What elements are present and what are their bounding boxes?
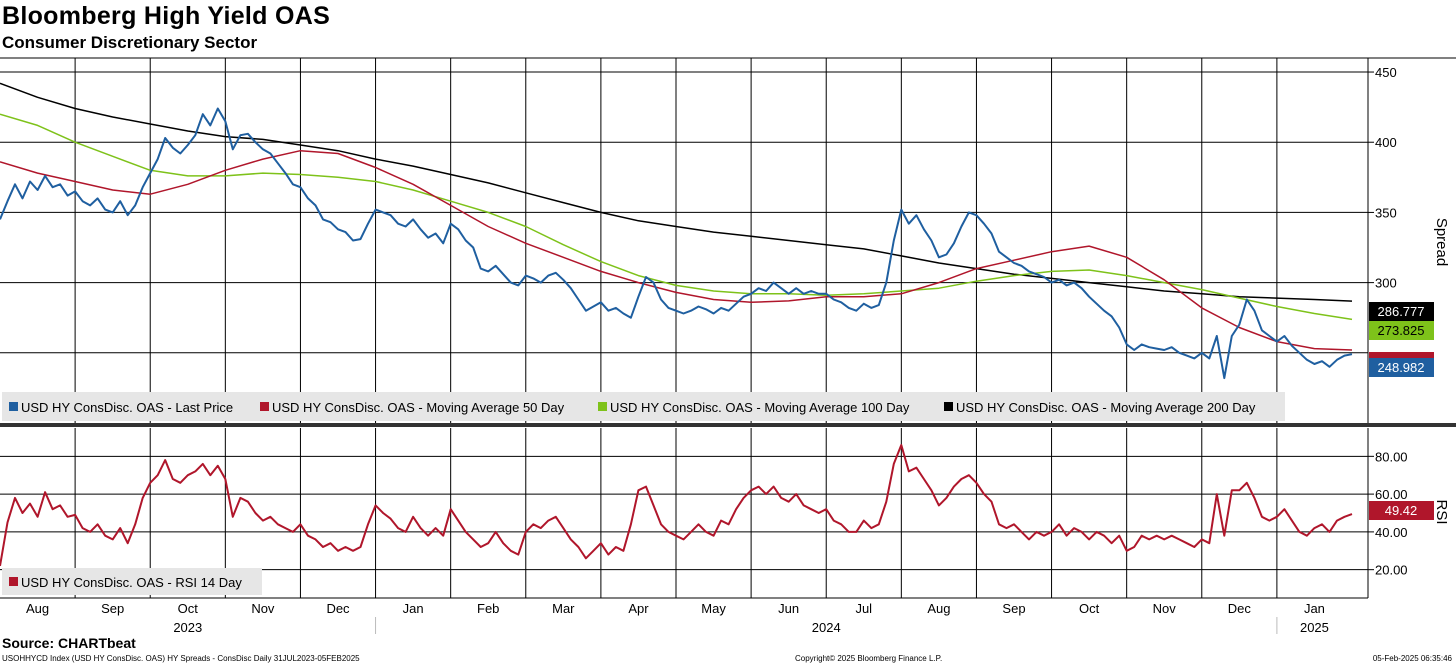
x-tick-label: Feb <box>477 601 499 616</box>
tag-ma100-value: 273.825 <box>1378 323 1425 338</box>
footer-timestamp: 05-Feb-2025 06:35:46 <box>1372 654 1452 663</box>
x-tick-label: Nov <box>1153 601 1177 616</box>
x-tick-label: Jul <box>855 601 872 616</box>
legend-swatch-ma50 <box>260 402 269 411</box>
series-line-ma200 <box>0 82 1353 302</box>
x-tick-label: Dec <box>326 601 350 616</box>
upper-y-axis: 300 350 400 450 <box>1368 65 1397 291</box>
x-tick-label: Oct <box>178 601 199 616</box>
legend-label-ma200: USD HY ConsDisc. OAS - Moving Average 20… <box>956 400 1256 415</box>
series-line-ma50 <box>0 149 1353 351</box>
x-year-label: 2024 <box>812 620 841 635</box>
legend-swatch-rsi <box>9 577 18 586</box>
tag-ma100-bg <box>1369 321 1434 340</box>
upper-y-tick-label: 400 <box>1375 135 1397 150</box>
x-tick-label: Sep <box>101 601 124 616</box>
x-tick-label: Dec <box>1228 601 1252 616</box>
x-tick-label: Sep <box>1002 601 1025 616</box>
lower-y-tick-label: 20.00 <box>1375 563 1408 578</box>
x-tick-label: Jun <box>778 601 799 616</box>
lower-y-tick-label: 60.00 <box>1375 487 1408 502</box>
chart-title: Bloomberg High Yield OAS <box>2 2 331 30</box>
series-line-ma100 <box>0 113 1353 321</box>
tag-rsi-bg <box>1369 501 1434 520</box>
x-tick-label: Jan <box>1304 601 1325 616</box>
x-tick-label: Nov <box>251 601 275 616</box>
upper-y-axis-label: Spread <box>1433 218 1450 266</box>
upper-y-tick-label: 350 <box>1375 205 1397 220</box>
legend-label-ma100: USD HY ConsDisc. OAS - Moving Average 10… <box>610 400 910 415</box>
x-tick-label: Apr <box>628 601 649 616</box>
x-axis: Aug Sep Oct Nov Dec Jan Feb Mar Apr May Jun Jul Aug S… <box>26 601 1329 635</box>
upper-legend: USD HY ConsDisc. OAS - Last Price USD HY… <box>2 392 1285 421</box>
tag-ma200-bg <box>1369 302 1434 321</box>
chart-subtitle: Consumer Discretionary Sector <box>2 33 258 52</box>
tag-rsi-value: 49.42 <box>1385 503 1418 518</box>
legend-swatch-ma100 <box>598 402 607 411</box>
x-year-label: 2025 <box>1300 620 1329 635</box>
tag-last-bg <box>1369 358 1434 377</box>
footer-copyright: Copyright© 2025 Bloomberg Finance L.P. <box>795 654 943 663</box>
x-tick-label: May <box>701 601 726 616</box>
x-tick-label: Mar <box>552 601 575 616</box>
series-line-rsi <box>0 444 1353 567</box>
legend-label-ma50: USD HY ConsDisc. OAS - Moving Average 50… <box>272 400 565 415</box>
legend-swatch-last-price <box>9 402 18 411</box>
tag-ma50-bg <box>1369 352 1434 362</box>
lower-y-axis: 20.00 40.00 60.00 80.00 <box>1368 449 1408 578</box>
x-year-label: 2023 <box>173 620 202 635</box>
lower-y-tick-label: 40.00 <box>1375 525 1408 540</box>
lower-y-tick-label: 80.00 <box>1375 449 1408 464</box>
last-value-tags: 286.777 273.825 248.982 49.42 <box>1369 302 1434 520</box>
upper-y-tick-label: 450 <box>1375 65 1397 80</box>
x-tick-label: Oct <box>1079 601 1100 616</box>
x-tick-label: Jan <box>403 601 424 616</box>
footer-ticker-info: USOHHYCD Index (USD HY ConsDisc. OAS) HY… <box>2 654 360 663</box>
tag-last-value: 248.982 <box>1378 360 1425 375</box>
upper-panel-grid <box>0 58 1368 423</box>
series-layer <box>0 82 1353 567</box>
tag-ma200-value: 286.777 <box>1378 304 1425 319</box>
upper-y-tick-label: 300 <box>1375 276 1397 291</box>
series-line-last-price <box>0 107 1353 380</box>
x-tick-label: Aug <box>927 601 950 616</box>
legend-swatch-ma200 <box>944 402 953 411</box>
lower-legend: USD HY ConsDisc. OAS - RSI 14 Day <box>2 568 262 595</box>
lower-y-axis-label: RSI <box>1433 499 1450 524</box>
lower-legend-background <box>2 568 262 595</box>
legend-label-last-price: USD HY ConsDisc. OAS - Last Price <box>21 400 233 415</box>
legend-label-rsi: USD HY ConsDisc. OAS - RSI 14 Day <box>21 575 242 590</box>
source-note: Source: CHARTbeat <box>2 635 136 651</box>
x-tick-label: Aug <box>26 601 49 616</box>
upper-legend-background <box>2 392 1285 421</box>
